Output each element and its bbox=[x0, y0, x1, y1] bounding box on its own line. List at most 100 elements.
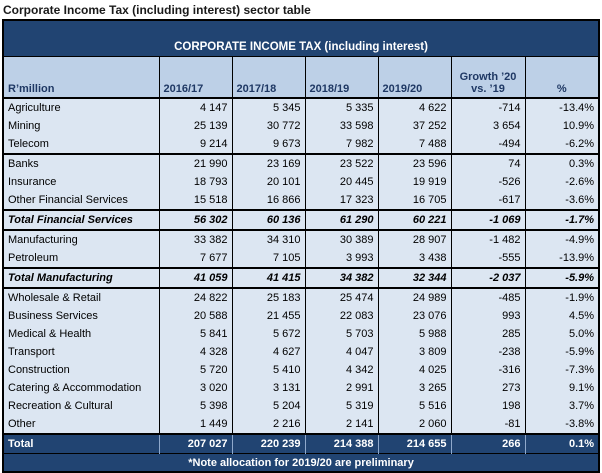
footnote: *Note allocation for 2019/20 are prelimi… bbox=[3, 453, 600, 472]
value-cell: 16 705 bbox=[377, 191, 451, 210]
value-cell: -1.9% bbox=[524, 287, 600, 307]
value-cell: 273 bbox=[450, 379, 525, 397]
value-cell: 5 410 bbox=[231, 361, 305, 379]
table-row: Total Manufacturing 41 059 41 415 34 382 32 … bbox=[3, 267, 600, 288]
table-row: Wholesale & Retail 24 822 25 183 25 474 24 9… bbox=[3, 287, 600, 307]
value-cell: 7 677 bbox=[158, 249, 232, 268]
table-row: Construction 5 720 5 410 4 342 4 025 -316 -7.3… bbox=[3, 361, 600, 379]
value-cell: 16 866 bbox=[231, 191, 305, 210]
value-cell: -485 bbox=[450, 287, 525, 307]
value-cell: 9 214 bbox=[158, 135, 232, 154]
value-cell: 5 703 bbox=[304, 325, 378, 343]
value-cell: 23 169 bbox=[231, 153, 305, 173]
value-cell: 1 449 bbox=[158, 415, 232, 434]
row-label: Recreation & Cultural bbox=[3, 397, 159, 415]
value-cell: 34 382 bbox=[304, 267, 378, 288]
value-cell: 4.5% bbox=[524, 307, 600, 325]
value-cell: 41 415 bbox=[231, 267, 305, 288]
value-cell: 285 bbox=[450, 325, 525, 343]
value-cell: 0.3% bbox=[524, 153, 600, 173]
value-cell: 7 488 bbox=[377, 135, 451, 154]
total-value-cell: 0.1% bbox=[524, 433, 600, 454]
column-header-growth-20-vs-19: Growth ’20 vs. ’19 bbox=[450, 56, 525, 99]
row-label: Petroleum bbox=[3, 249, 159, 268]
row-label: Manufacturing bbox=[3, 229, 159, 249]
row-label: Business Services bbox=[3, 307, 159, 325]
value-cell: 21 455 bbox=[231, 307, 305, 325]
value-cell: 3 265 bbox=[377, 379, 451, 397]
table-row: Total Financial Services 56 302 60 136 61 2… bbox=[3, 209, 600, 230]
value-cell: -1 069 bbox=[450, 209, 525, 230]
value-cell: 5 345 bbox=[231, 98, 305, 117]
table-row: Business Services 20 588 21 455 22 083 23 07… bbox=[3, 307, 600, 325]
value-cell: 2 141 bbox=[304, 415, 378, 434]
table-title: CORPORATE INCOME TAX (including interest… bbox=[3, 20, 600, 57]
value-cell: 60 221 bbox=[377, 209, 451, 230]
value-cell: 30 772 bbox=[231, 117, 305, 135]
value-cell: 20 101 bbox=[231, 173, 305, 191]
column-header-2017-18: 2017/18 bbox=[231, 56, 305, 99]
value-cell: 5 335 bbox=[304, 98, 378, 117]
value-cell: -316 bbox=[450, 361, 525, 379]
value-cell: 24 822 bbox=[158, 287, 232, 307]
value-cell: 5 672 bbox=[231, 325, 305, 343]
value-cell: 25 474 bbox=[304, 287, 378, 307]
value-cell: 33 382 bbox=[158, 229, 232, 249]
value-cell: -617 bbox=[450, 191, 525, 210]
column-header-2016-17: 2016/17 bbox=[158, 56, 232, 99]
row-label: Other bbox=[3, 415, 159, 434]
value-cell: -81 bbox=[450, 415, 525, 434]
value-cell: 3 020 bbox=[158, 379, 232, 397]
value-cell: -7.3% bbox=[524, 361, 600, 379]
table-row: Other Financial Services 15 518 16 866 17 3… bbox=[3, 191, 600, 210]
value-cell: 24 989 bbox=[377, 287, 451, 307]
value-cell: 17 323 bbox=[304, 191, 378, 210]
value-cell: 4 342 bbox=[304, 361, 378, 379]
total-value-cell: 207 027 bbox=[158, 433, 232, 454]
table-body: Agriculture 4 147 5 345 5 335 4 622 -714 -13.4… bbox=[3, 98, 600, 434]
value-cell: 56 302 bbox=[158, 209, 232, 230]
value-cell: -5.9% bbox=[524, 267, 600, 288]
table-row: Insurance 18 793 20 101 20 445 19 919 -526 -2.… bbox=[3, 173, 600, 191]
table-row: Manufacturing 33 382 34 310 30 389 28 907 -1 … bbox=[3, 229, 600, 249]
table-row: Medical & Health 5 841 5 672 5 703 5 988 285 5… bbox=[3, 325, 600, 343]
value-cell: 20 445 bbox=[304, 173, 378, 191]
value-cell: 2 216 bbox=[231, 415, 305, 434]
page-title: Corporate Income Tax (including interest… bbox=[3, 3, 311, 17]
value-cell: 33 598 bbox=[304, 117, 378, 135]
table-row: Transport 4 328 4 627 4 047 3 809 -238 -5.9% bbox=[3, 343, 600, 361]
value-cell: 30 389 bbox=[304, 229, 378, 249]
value-cell: -4.9% bbox=[524, 229, 600, 249]
value-cell: 3 654 bbox=[450, 117, 525, 135]
row-label: Catering & Accommodation bbox=[3, 379, 159, 397]
table-row: Mining 25 139 30 772 33 598 37 252 3 654 10.9% bbox=[3, 117, 600, 135]
value-cell: -238 bbox=[450, 343, 525, 361]
table-row: Telecom 9 214 9 673 7 982 7 488 -494 -6.2% bbox=[3, 135, 600, 154]
corporate-income-tax-table: CORPORATE INCOME TAX (including interest… bbox=[2, 19, 601, 473]
column-header-2019-20: 2019/20 bbox=[377, 56, 451, 99]
row-label: Total Financial Services bbox=[3, 209, 159, 230]
footnote-row: *Note allocation for 2019/20 are prelimi… bbox=[3, 453, 600, 472]
value-cell: 7 982 bbox=[304, 135, 378, 154]
value-cell: 21 990 bbox=[158, 153, 232, 173]
total-value-cell: 214 655 bbox=[377, 433, 451, 454]
row-label: Wholesale & Retail bbox=[3, 287, 159, 307]
value-cell: 7 105 bbox=[231, 249, 305, 268]
value-cell: 5 516 bbox=[377, 397, 451, 415]
value-cell: 3 993 bbox=[304, 249, 378, 268]
total-value-cell: 266 bbox=[450, 433, 525, 454]
value-cell: -2.6% bbox=[524, 173, 600, 191]
value-cell: 23 596 bbox=[377, 153, 451, 173]
value-cell: -555 bbox=[450, 249, 525, 268]
row-label: Total Manufacturing bbox=[3, 267, 159, 288]
column-header-r-million: R’million bbox=[3, 56, 159, 99]
column-header-row: R’million 2016/17 2017/18 2018/19 2019/20 Gro… bbox=[3, 56, 600, 99]
value-cell: 61 290 bbox=[304, 209, 378, 230]
value-cell: 37 252 bbox=[377, 117, 451, 135]
value-cell: 23 522 bbox=[304, 153, 378, 173]
value-cell: 28 907 bbox=[377, 229, 451, 249]
value-cell: 993 bbox=[450, 307, 525, 325]
value-cell: 5 204 bbox=[231, 397, 305, 415]
value-cell: -714 bbox=[450, 98, 525, 117]
table-row: Banks 21 990 23 169 23 522 23 596 74 0.3% bbox=[3, 153, 600, 173]
